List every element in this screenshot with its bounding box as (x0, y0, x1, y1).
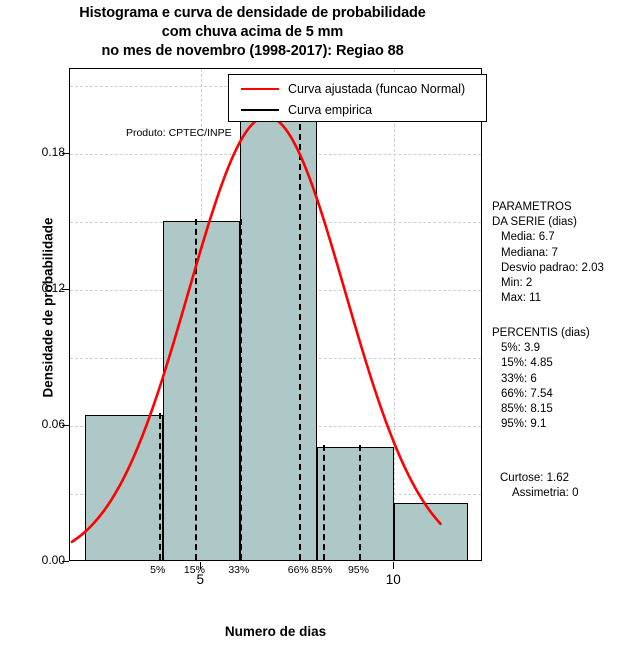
percentis-header: PERCENTIS (dias) (492, 327, 590, 339)
percentil-85: 85%: 8.15 (501, 403, 553, 416)
chart-legend: Curva ajustada (funcao Normal) Curva empi… (228, 74, 487, 122)
percentile-axis-label: 66% (287, 564, 309, 576)
title-line-2: com chuva acima de 5 mm (161, 24, 344, 40)
gridline-vertical (394, 69, 396, 560)
percentile-axis-label: 95% (347, 564, 369, 576)
y-axis-tick-label: 0.06 (41, 417, 65, 431)
y-axis-tick (62, 153, 69, 154)
statistics-percentis-block: PERCENTIS (dias) 5%: 3.9 15%: 4.85 33%: … (492, 326, 590, 432)
percentile-marker-line (158, 412, 161, 560)
histogram-bar (394, 502, 468, 560)
percentile-axis-label: 15% (183, 564, 205, 576)
parameter-desvio-padrao: Desvio padrao: 2.03 (501, 261, 604, 274)
y-axis-tick (62, 425, 69, 426)
x-axis-tick-label: 10 (385, 572, 401, 587)
y-axis-tick (62, 289, 69, 290)
legend-item: Curva ajustada (funcao Normal) (229, 78, 465, 99)
percentile-marker-line (195, 218, 198, 560)
title-line-3: no mes de novembro (1998-2017): Regiao 8… (101, 43, 404, 59)
percentil-33: 33%: 6 (501, 372, 537, 385)
plot-inner: Produto: CPTEC/INPE (70, 69, 481, 560)
percentile-axis-label: 85% (311, 564, 333, 576)
parameter-max: Max: 11 (501, 292, 542, 305)
percentile-marker-line (299, 103, 302, 560)
percentil-5: 5%: 3.9 (501, 342, 540, 355)
y-axis-tick (62, 561, 69, 562)
x-axis-label: Numero de dias (224, 624, 327, 639)
x-axis-tick-label: 5 (196, 572, 204, 587)
legend-line-swatch (241, 87, 279, 90)
percentile-marker-line (322, 445, 325, 560)
percentil-15: 15%: 4.85 (501, 357, 553, 370)
histogram-bar (239, 105, 318, 560)
x-axis-tick (393, 562, 395, 569)
parameters-header-line1: PARAMETROS (492, 201, 572, 213)
histogram-bar (162, 220, 240, 560)
legend-item-label: Curva empirica (288, 102, 373, 117)
stat-assimetria: Assimetria: 0 (512, 487, 579, 500)
percentile-marker-line (239, 218, 242, 560)
percentil-66: 66%: 7.54 (501, 387, 553, 400)
histogram-bar (317, 447, 395, 560)
page-title: Histograma e curva de densidade de proba… (0, 4, 505, 61)
statistics-parameters-block: PARAMETROS DA SERIE (dias) Media: 6.7 Me… (492, 200, 604, 306)
x-axis-tick (200, 562, 202, 569)
legend-line-swatch (241, 108, 279, 111)
percentil-95: 95%: 9.1 (501, 418, 547, 431)
y-axis-tick-label: 0.12 (41, 281, 65, 295)
parameter-mediana: Mediana: 7 (501, 246, 558, 259)
parameters-header-line2: DA SERIE (dias) (492, 216, 577, 229)
histogram-bar (85, 414, 163, 560)
legend-item-label: Curva ajustada (funcao Normal) (288, 81, 466, 96)
parameter-media: Media: 6.7 (501, 231, 555, 244)
plot-area: Produto: CPTEC/INPE (69, 68, 482, 561)
percentile-axis-label: 33% (228, 564, 250, 576)
stat-curtose: Curtose: 1.62 (500, 472, 570, 484)
y-axis-tick-label: 0.18 (41, 145, 65, 159)
percentile-axis-label: 5% (150, 564, 166, 576)
statistics-shape-block: Curtose: 1.62 Assimetria: 0 (500, 471, 578, 501)
title-line-1: Histograma e curva de densidade de proba… (79, 5, 426, 21)
produto-annotation: Produto: CPTEC/INPE (125, 127, 232, 139)
y-axis-label: Densidade de probabilidade (40, 217, 56, 398)
legend-item: Curva empirica (229, 99, 372, 120)
y-axis-tick-label: 0.00 (41, 553, 65, 567)
parameter-min: Min: 2 (501, 277, 533, 290)
percentile-marker-line (359, 445, 362, 560)
